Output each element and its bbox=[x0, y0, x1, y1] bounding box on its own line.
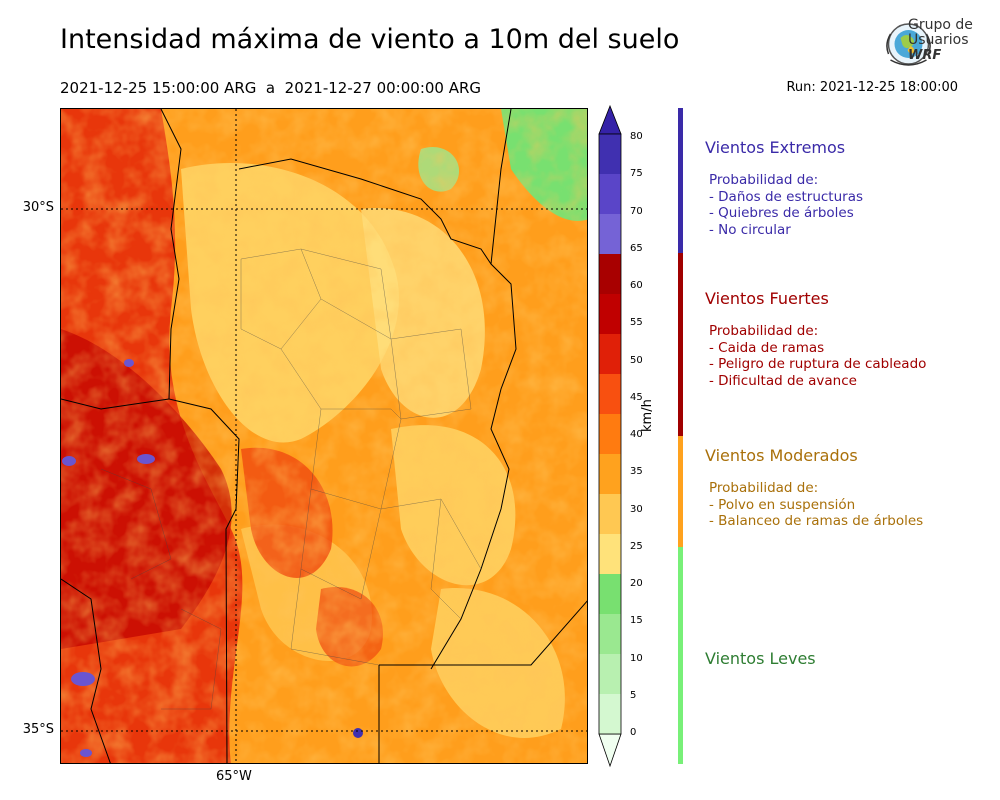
colorbar-tick-label: 5 bbox=[630, 689, 637, 701]
colorbar-tick-label: 40 bbox=[630, 429, 643, 440]
lat-label-35s: 35°S bbox=[22, 722, 54, 737]
colorbar-bin bbox=[599, 174, 621, 214]
colorbar-tick-label: 45 bbox=[630, 391, 643, 403]
colorbar-tick-label: 20 bbox=[630, 578, 643, 589]
colorbar-bin bbox=[599, 214, 621, 254]
colorbar-bin bbox=[599, 134, 621, 174]
colorbar-tick-label: 65 bbox=[630, 242, 643, 254]
colorbar-bin bbox=[599, 534, 621, 574]
logo-line-2: Usuarios bbox=[908, 32, 969, 48]
colorbar-tick-label: 55 bbox=[630, 317, 643, 329]
colorbar-bin bbox=[599, 614, 621, 654]
lat-label-30s: 30°S bbox=[22, 200, 54, 215]
colorbar-units: km/h bbox=[640, 399, 655, 432]
logo-text: Grupo de Usuarios WRF bbox=[908, 17, 973, 64]
colorbar bbox=[598, 104, 622, 768]
colorbar-tick-label: 10 bbox=[630, 652, 643, 664]
category-desc-line: - Peligro de ruptura de cableado bbox=[709, 356, 927, 372]
colorbar-tick-label: 30 bbox=[630, 503, 643, 515]
globe-icon bbox=[886, 23, 931, 66]
category-desc-line: Probabilidad de: bbox=[709, 323, 819, 339]
colorbar-tick-label: 15 bbox=[630, 615, 643, 627]
lon-label-65w: 65°W bbox=[216, 769, 252, 784]
colorbar-bin bbox=[599, 414, 621, 454]
category-desc-line: - Caida de ramas bbox=[709, 339, 825, 356]
colorbar-arrow-top bbox=[598, 104, 622, 135]
colorbar-frame bbox=[598, 133, 622, 735]
colorbar-tick-label: 70 bbox=[630, 205, 643, 217]
category-bar bbox=[678, 108, 683, 764]
map-title: Intensidad máxima de viento a 10m del su… bbox=[60, 24, 680, 55]
category-desc-line: Probabilidad de: bbox=[709, 172, 819, 188]
period-subtitle: 2021-12-25 15:00:00 ARG a 2021-12-27 00:… bbox=[60, 79, 482, 97]
wind-map bbox=[60, 108, 588, 764]
colorbar-bin bbox=[599, 294, 621, 334]
colorbar-tick-label: 35 bbox=[630, 466, 643, 478]
colorbar-bin bbox=[599, 494, 621, 534]
colorbar-tick-label: 25 bbox=[630, 540, 643, 552]
category-title-fuertes: Vientos Fuertes bbox=[705, 289, 829, 308]
logo-line-1: Grupo de bbox=[908, 17, 973, 33]
category-bar-fuertes bbox=[678, 253, 683, 436]
category-bar-extremos bbox=[678, 108, 683, 253]
category-desc-extremos: Probabilidad de: - Daños de estructuras … bbox=[709, 172, 863, 238]
category-desc-line: - No circular bbox=[709, 221, 791, 238]
colorbar-tick-label: 60 bbox=[630, 280, 643, 291]
wind-map-canvas bbox=[61, 109, 587, 763]
colorbar-bin bbox=[599, 454, 621, 494]
colorbar-arrow-bottom bbox=[598, 733, 622, 768]
category-desc-line: - Dificultad de avance bbox=[709, 372, 857, 389]
category-desc-fuertes: Probabilidad de: - Caida de ramas - Peli… bbox=[709, 323, 926, 389]
category-desc-moderados: Probabilidad de: - Polvo en suspensión -… bbox=[709, 480, 923, 530]
colorbar-bin bbox=[599, 254, 621, 294]
colorbar-bin bbox=[599, 654, 621, 694]
colorbar-tick-label: 75 bbox=[630, 168, 643, 180]
category-bar-leves bbox=[678, 547, 683, 764]
category-title-moderados: Vientos Moderados bbox=[705, 446, 858, 465]
colorbar-bin bbox=[599, 334, 621, 374]
colorbar-tick-label: 50 bbox=[630, 354, 643, 366]
colorbar-tick-label: 0 bbox=[630, 727, 637, 738]
category-title-extremos: Vientos Extremos bbox=[705, 138, 846, 157]
category-desc-line: - Balanceo de ramas de árboles bbox=[709, 513, 924, 529]
category-desc-line: - Polvo en suspensión bbox=[709, 496, 856, 513]
category-bar-moderados bbox=[678, 436, 683, 547]
colorbar-bin bbox=[599, 694, 621, 734]
category-desc-line: - Daños de estructuras bbox=[709, 188, 864, 205]
category-desc-line: Probabilidad de: bbox=[709, 480, 819, 496]
category-title-leves: Vientos Leves bbox=[705, 649, 816, 668]
category-desc-line: - Quiebres de árboles bbox=[709, 205, 854, 221]
logo-line-3: WRF bbox=[908, 48, 942, 63]
colorbar-tick-label: 80 bbox=[630, 131, 643, 142]
colorbar-bin bbox=[599, 374, 621, 414]
colorbar-bin bbox=[599, 574, 621, 614]
run-label: Run: 2021-12-25 18:00:00 bbox=[786, 80, 958, 95]
